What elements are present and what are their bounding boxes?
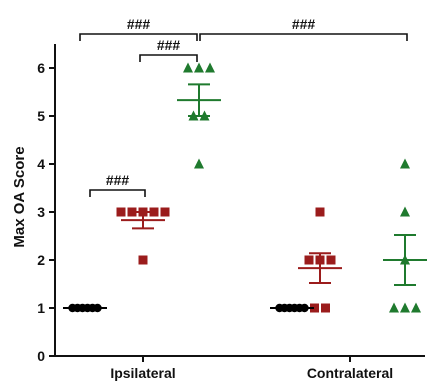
y-tick-label: 2 — [37, 252, 45, 268]
data-point-square — [117, 208, 126, 217]
data-point-triangle — [194, 63, 204, 73]
data-point-triangle — [389, 303, 399, 313]
significance-label: ### — [292, 16, 316, 32]
y-tick-label: 4 — [37, 156, 45, 172]
y-tick-label: 5 — [37, 108, 45, 124]
significance-bracket — [90, 190, 145, 197]
data-point-triangle — [400, 303, 410, 313]
data-point-square — [161, 208, 170, 217]
mean-sem-bars — [63, 84, 427, 308]
data-point-square — [305, 256, 314, 265]
data-point-square — [139, 256, 148, 265]
data-point-square — [327, 256, 336, 265]
y-tick-label: 6 — [37, 60, 45, 76]
y-axis-label: Max OA Score — [11, 146, 28, 247]
data-point-triangle — [411, 303, 421, 313]
data-point-square — [321, 304, 330, 313]
data-point-triangle — [194, 159, 204, 169]
significance-label: ### — [106, 172, 130, 188]
data-point-triangle — [183, 63, 193, 73]
data-point-triangle — [205, 63, 215, 73]
x-tick-label: Contralateral — [307, 365, 393, 381]
data-point-square — [316, 208, 325, 217]
significance-brackets: ### ### ### ### — [80, 16, 407, 197]
data-point-triangle — [400, 207, 410, 217]
significance-bracket — [140, 55, 197, 62]
y-tick-label: 1 — [37, 300, 45, 316]
significance-label: ### — [157, 37, 181, 53]
y-tick-label: 3 — [37, 204, 45, 220]
x-tick-labels: Ipsilateral Contralateral — [110, 365, 393, 381]
y-tick-label: 0 — [37, 348, 45, 364]
significance-bracket — [200, 34, 407, 41]
axes: 0 1 2 3 4 5 6 — [37, 44, 425, 364]
significance-label: ### — [127, 16, 151, 32]
x-tick-label: Ipsilateral — [110, 365, 175, 381]
data-point-triangle — [400, 159, 410, 169]
